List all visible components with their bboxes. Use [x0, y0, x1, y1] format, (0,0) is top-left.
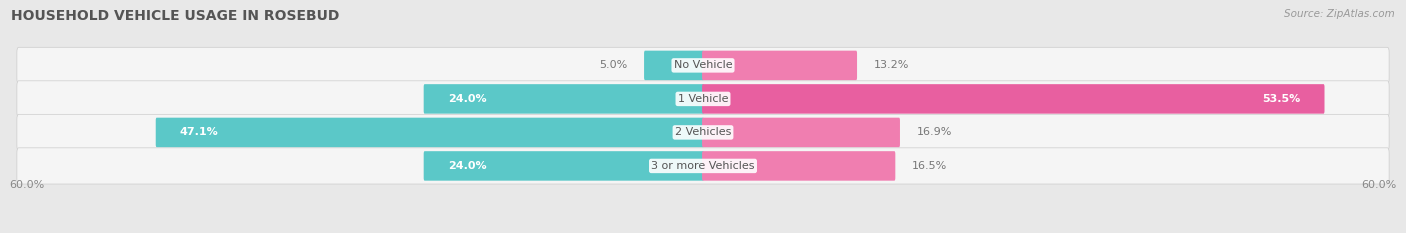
FancyBboxPatch shape	[423, 84, 704, 114]
Text: 16.5%: 16.5%	[912, 161, 948, 171]
Text: 13.2%: 13.2%	[873, 60, 908, 70]
Text: 60.0%: 60.0%	[1361, 180, 1396, 190]
Text: 24.0%: 24.0%	[447, 161, 486, 171]
Text: Source: ZipAtlas.com: Source: ZipAtlas.com	[1284, 9, 1395, 19]
Text: 1 Vehicle: 1 Vehicle	[678, 94, 728, 104]
FancyBboxPatch shape	[423, 151, 704, 181]
Text: 24.0%: 24.0%	[447, 94, 486, 104]
FancyBboxPatch shape	[17, 47, 1389, 83]
Text: 60.0%: 60.0%	[10, 180, 45, 190]
Text: 16.9%: 16.9%	[917, 127, 952, 137]
Text: 2 Vehicles: 2 Vehicles	[675, 127, 731, 137]
Text: HOUSEHOLD VEHICLE USAGE IN ROSEBUD: HOUSEHOLD VEHICLE USAGE IN ROSEBUD	[11, 9, 340, 23]
FancyBboxPatch shape	[17, 81, 1389, 117]
FancyBboxPatch shape	[702, 51, 858, 80]
Text: No Vehicle: No Vehicle	[673, 60, 733, 70]
FancyBboxPatch shape	[702, 118, 900, 147]
Text: 5.0%: 5.0%	[599, 60, 627, 70]
Text: 3 or more Vehicles: 3 or more Vehicles	[651, 161, 755, 171]
FancyBboxPatch shape	[156, 118, 704, 147]
FancyBboxPatch shape	[702, 151, 896, 181]
FancyBboxPatch shape	[17, 148, 1389, 184]
Text: 47.1%: 47.1%	[180, 127, 218, 137]
FancyBboxPatch shape	[17, 114, 1389, 151]
Text: 53.5%: 53.5%	[1263, 94, 1301, 104]
FancyBboxPatch shape	[644, 51, 704, 80]
FancyBboxPatch shape	[702, 84, 1324, 114]
